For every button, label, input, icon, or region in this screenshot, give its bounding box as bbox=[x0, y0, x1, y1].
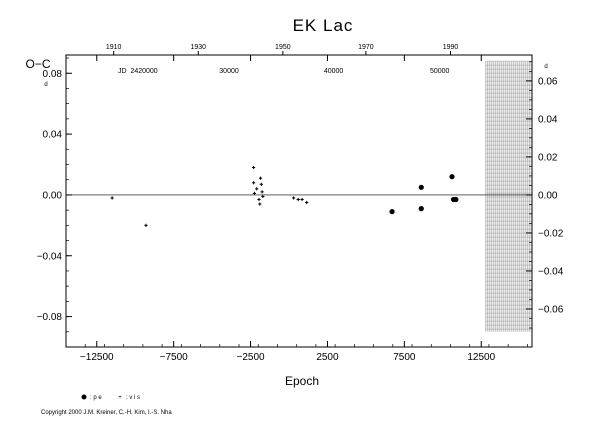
x-axis-title: Epoch bbox=[285, 374, 319, 388]
legend-vis-marker: + bbox=[118, 395, 122, 401]
plot-frame bbox=[65, 54, 533, 348]
chart-title: EK Lac bbox=[293, 16, 354, 35]
data-point-vis bbox=[305, 200, 309, 205]
data-point-vis bbox=[252, 165, 256, 170]
x-tick-label: −7500 bbox=[160, 352, 189, 363]
year-tick-label: 1930 bbox=[190, 44, 206, 51]
legend-vis-label: : v i s bbox=[126, 395, 140, 401]
y-tick-label: 0.04 bbox=[43, 130, 63, 141]
data-point-pe bbox=[418, 184, 424, 190]
copyright-text: Copyright 2000 J.M. Kreiner, C.-H. Kim, … bbox=[41, 410, 172, 416]
data-point-vis bbox=[296, 197, 300, 202]
data-point-pe bbox=[453, 196, 459, 203]
y2-tick-label: 0.02 bbox=[538, 152, 558, 163]
y-tick-label: −0.04 bbox=[37, 251, 63, 262]
y2-tick-label: 0.00 bbox=[538, 190, 558, 201]
data-point-pe bbox=[418, 206, 424, 212]
data-point-pe bbox=[449, 174, 455, 180]
year-tick-label: 1950 bbox=[275, 44, 291, 51]
data-point-vis bbox=[257, 197, 261, 202]
y-axis-title: O−C bbox=[25, 57, 50, 71]
data-point-vis bbox=[258, 176, 263, 180]
y2-tick-label: −0.02 bbox=[538, 228, 564, 239]
y-tick-label: 0.00 bbox=[43, 190, 63, 201]
x-tick-label: 2500 bbox=[316, 352, 339, 363]
year-tick-label: 1910 bbox=[106, 44, 122, 51]
x-tick-label: 12500 bbox=[467, 352, 495, 363]
data-point-vis bbox=[259, 182, 263, 186]
jd-tick-label: 30000 bbox=[219, 68, 239, 75]
y-tick-label: 0.08 bbox=[43, 69, 63, 80]
year-tick-label: 1990 bbox=[443, 44, 459, 51]
y2-corner-label: d bbox=[544, 64, 547, 70]
x-tick-label: 7500 bbox=[393, 352, 416, 363]
plot-layer: −12500 −7500 −2500 2500 7500 12500 −0.08 −0.04 0… bbox=[37, 44, 564, 363]
x-tick-label: −2500 bbox=[237, 352, 266, 363]
data-point-vis bbox=[144, 223, 148, 227]
data-point-vis bbox=[255, 187, 259, 191]
y2-tick-label: 0.04 bbox=[538, 114, 558, 125]
data-point-vis bbox=[258, 202, 262, 206]
y2-tick-label: −0.04 bbox=[538, 266, 564, 277]
year-tick-label: 1970 bbox=[358, 44, 374, 51]
data-point-vis bbox=[261, 194, 265, 199]
jd-tick-label: 50000 bbox=[430, 68, 450, 75]
y-tick-label: −0.08 bbox=[37, 312, 63, 323]
data-point-pe bbox=[389, 209, 395, 215]
x-tick-label: −12500 bbox=[80, 352, 114, 363]
data-point-vis bbox=[292, 196, 296, 200]
jd-label-prefix: JD bbox=[118, 68, 127, 75]
data-point-vis bbox=[260, 190, 264, 194]
legend: : p e + : v i s bbox=[81, 394, 140, 401]
legend-pe-marker bbox=[81, 394, 87, 400]
data-point-vis bbox=[252, 181, 256, 185]
data-point-vis bbox=[110, 196, 114, 200]
y2-tick-label: 0.06 bbox=[538, 76, 558, 87]
jd-tick-label: 2420000 bbox=[130, 68, 157, 75]
data-point-vis bbox=[300, 197, 304, 202]
data-point-vis bbox=[252, 191, 256, 195]
y-corner-label: d bbox=[44, 82, 47, 88]
jd-tick-label: 40000 bbox=[324, 68, 344, 75]
legend-pe-label: : p e bbox=[90, 395, 102, 401]
y2-tick-label: −0.06 bbox=[538, 304, 564, 315]
